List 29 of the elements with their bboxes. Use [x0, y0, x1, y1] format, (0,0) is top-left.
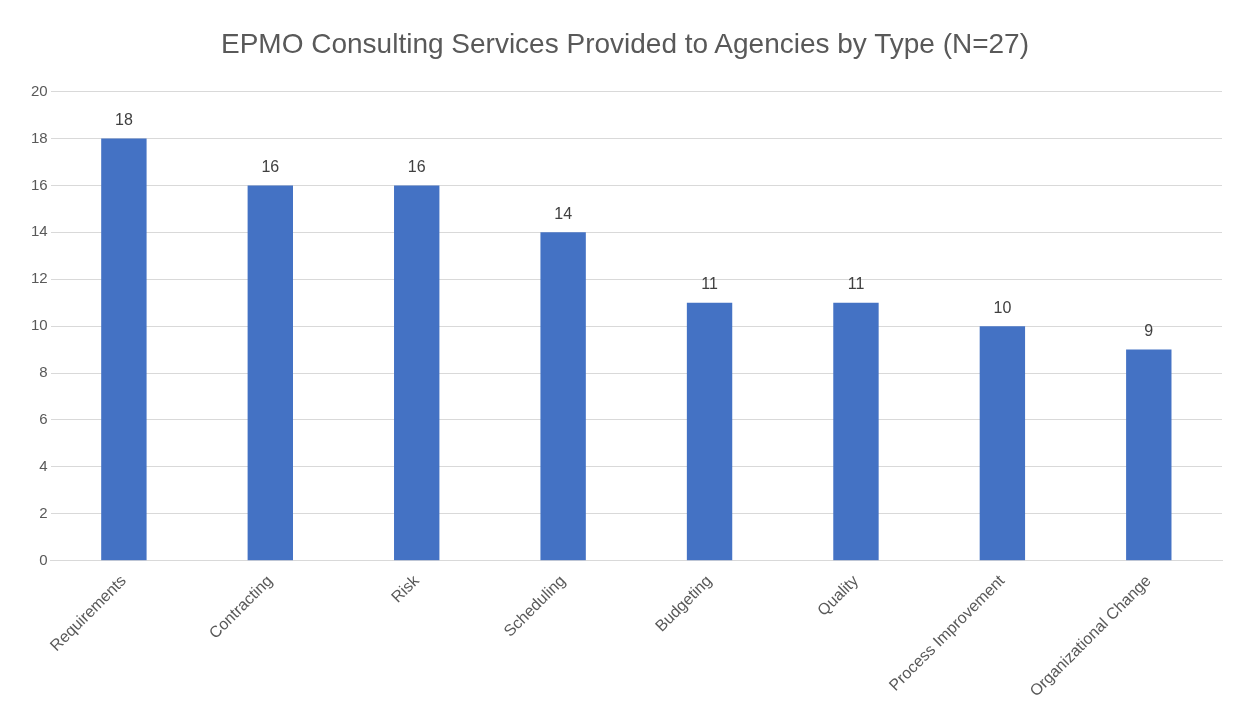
y-tick-label: 18: [31, 128, 48, 146]
y-tick-label: 2: [39, 503, 48, 521]
bar: [1126, 349, 1172, 561]
y-tick-label: 10: [31, 316, 48, 334]
data-label: 14: [554, 204, 573, 222]
data-label: 11: [847, 275, 865, 293]
y-tick-label: 8: [39, 363, 48, 381]
bar: [394, 185, 440, 561]
data-label: 16: [261, 157, 280, 175]
bar: [101, 138, 147, 561]
data-label: 9: [1144, 322, 1154, 340]
data-label: 16: [407, 157, 426, 175]
bar: [979, 326, 1026, 561]
bar: [833, 302, 879, 561]
y-tick-label: 4: [39, 457, 48, 475]
y-tick-label: 6: [39, 410, 48, 428]
x-tick-label: Risk: [387, 570, 423, 606]
chart-title: EPMO Consulting Services Provided to Agencies by Type (N=27): [221, 27, 1029, 59]
y-tick-label: 20: [31, 81, 48, 99]
bar: [540, 232, 586, 561]
y-tick-label: 12: [31, 269, 48, 287]
y-tick-label: 16: [31, 175, 48, 193]
y-tick-label: 0: [39, 550, 48, 568]
data-label: 18: [114, 110, 133, 128]
bar: [686, 302, 733, 561]
bar: [247, 185, 293, 561]
data-label: 11: [701, 275, 718, 293]
y-tick-label: 14: [31, 222, 48, 240]
data-label: 10: [993, 298, 1012, 316]
